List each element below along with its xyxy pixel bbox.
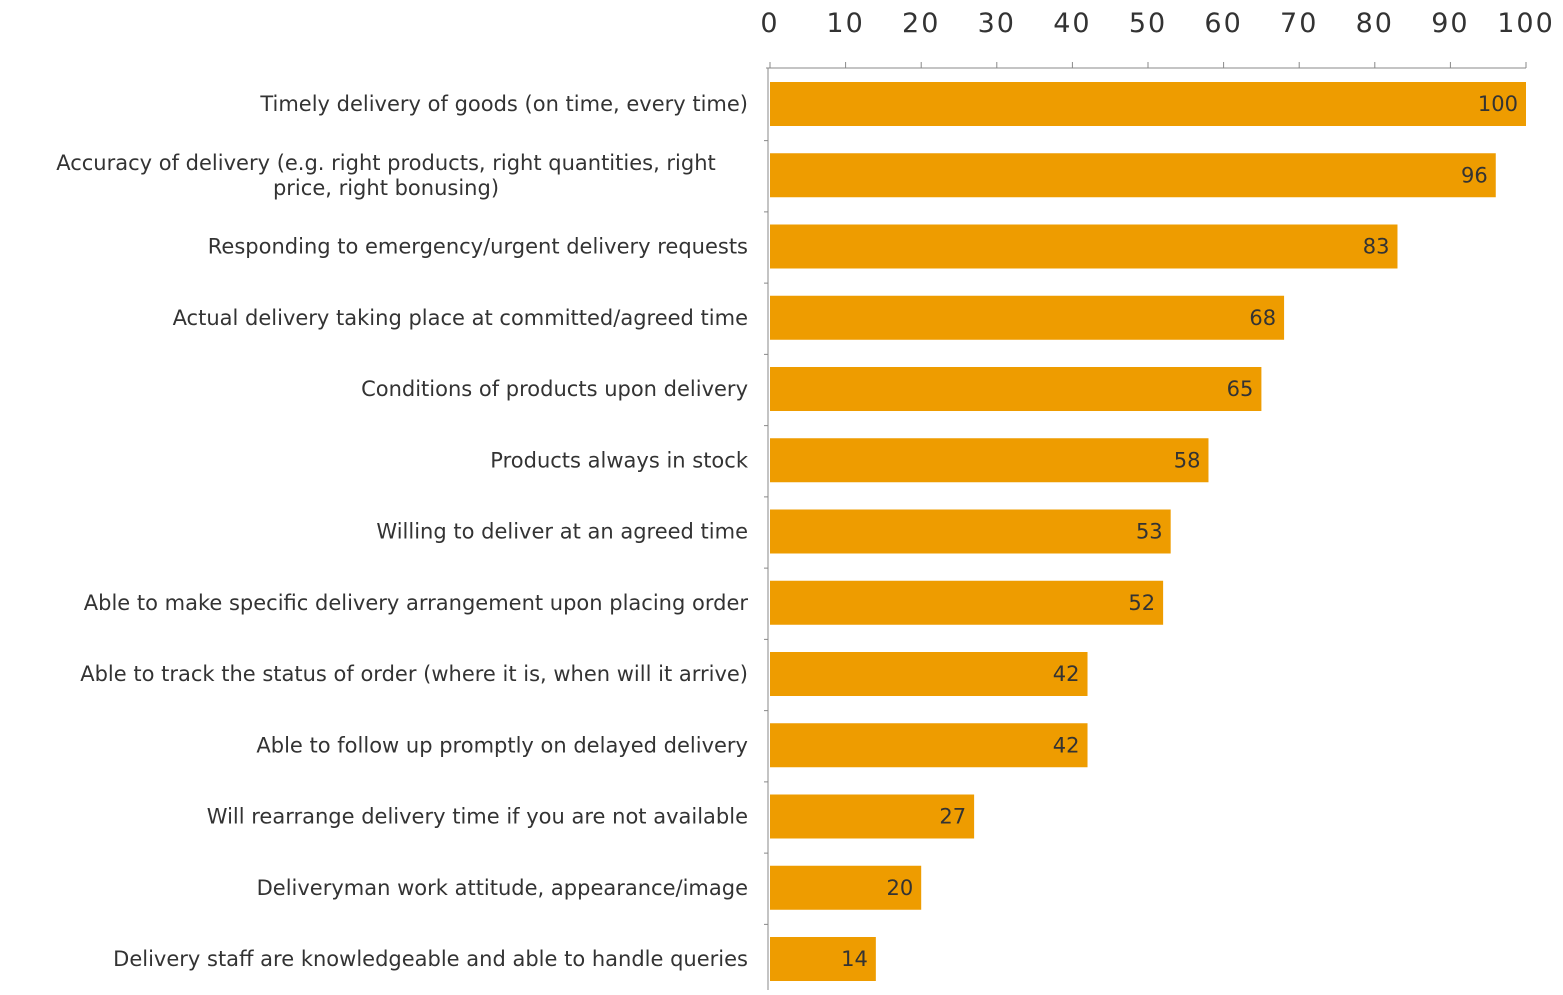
x-tick-label: 0 (760, 8, 779, 39)
x-tick-label: 40 (1053, 8, 1091, 39)
x-tick-label: 10 (826, 8, 864, 39)
category-label: Products always in stock (490, 448, 749, 472)
bar (770, 153, 1496, 198)
bar (770, 509, 1171, 554)
data-label: 58 (1174, 448, 1201, 472)
category-label: Able to track the status of order (where… (80, 662, 748, 686)
bar (770, 295, 1285, 340)
data-label: 100 (1478, 92, 1518, 116)
data-label: 42 (1053, 662, 1080, 686)
bar (770, 438, 1209, 483)
bar (770, 865, 922, 910)
category-label: Timely delivery of goods (on time, every… (259, 92, 748, 116)
data-label: 83 (1363, 235, 1390, 259)
category-label: Will rearrange delivery time if you are … (207, 805, 748, 829)
category-label: Actual delivery taking place at committe… (173, 306, 748, 330)
data-label: 20 (886, 876, 913, 900)
bar (770, 224, 1398, 269)
category-label: Able to make specific delivery arrangeme… (84, 591, 749, 615)
x-tick-label: 100 (1497, 8, 1555, 39)
bar (770, 367, 1262, 411)
x-tick-label: 20 (902, 8, 940, 39)
x-tick-label: 70 (1280, 8, 1318, 39)
category-label: Able to follow up promptly on delayed de… (256, 733, 748, 757)
bar (770, 82, 1526, 126)
data-label: 53 (1136, 520, 1163, 544)
category-label: Responding to emergency/urgent delivery … (208, 235, 748, 259)
data-label: 42 (1053, 733, 1080, 757)
x-tick-label: 90 (1431, 8, 1469, 39)
bar (770, 652, 1088, 696)
x-tick-label: 30 (978, 8, 1016, 39)
data-label: 14 (841, 947, 868, 971)
data-label: 65 (1227, 377, 1254, 401)
bar (770, 937, 876, 981)
category-label: Conditions of products upon delivery (361, 377, 748, 401)
bar (770, 723, 1088, 768)
data-label: 96 (1461, 163, 1488, 187)
data-label: 52 (1128, 591, 1155, 615)
category-label: price, right bonusing) (273, 176, 499, 200)
data-label: 68 (1249, 306, 1276, 330)
bar (770, 794, 975, 839)
category-label: Accuracy of delivery (e.g. right product… (56, 151, 716, 175)
bar (770, 580, 1164, 625)
data-label: 27 (939, 805, 966, 829)
x-tick-label: 50 (1129, 8, 1167, 39)
x-tick-label: 60 (1204, 8, 1242, 39)
x-tick-label: 80 (1356, 8, 1394, 39)
category-label: Delivery staff are knowledgeable and abl… (113, 947, 748, 971)
category-label: Willing to deliver at an agreed time (376, 520, 748, 544)
category-label: Deliveryman work attitude, appearance/im… (257, 876, 748, 900)
